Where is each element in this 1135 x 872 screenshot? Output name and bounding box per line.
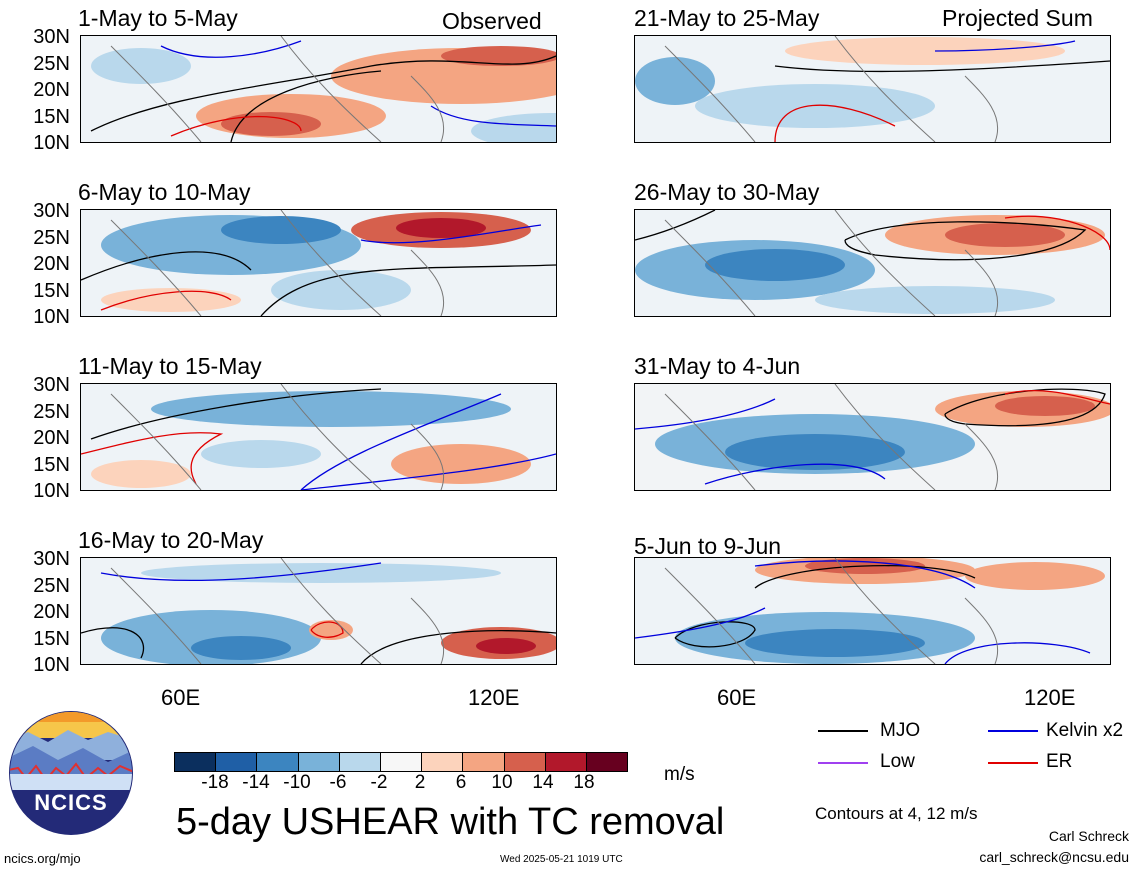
legend-label: ER bbox=[1046, 751, 1073, 772]
ncics-logo: NCICS bbox=[8, 710, 134, 836]
colorbar-tick-label: -10 bbox=[283, 772, 311, 793]
lat-tick-label: 20N bbox=[33, 79, 70, 101]
colorbar-swatches bbox=[174, 752, 628, 772]
legend-label: Kelvin x2 bbox=[1046, 720, 1124, 741]
colorbar-tick-label: 2 bbox=[414, 772, 426, 793]
panel-title: 1-May to 5-May bbox=[78, 5, 238, 31]
footer-url: ncics.org/mjo bbox=[4, 851, 81, 866]
map-panel bbox=[80, 35, 557, 143]
footer-author: Carl Schreck bbox=[1048, 828, 1129, 844]
panel-tag: Observed bbox=[442, 8, 542, 34]
lat-tick-label: 30N bbox=[33, 548, 70, 570]
colorbar-tick-label: 18 bbox=[573, 772, 595, 793]
lat-tick-label: 10N bbox=[33, 306, 70, 328]
main-title: 5-day USHEAR with TC removal bbox=[176, 801, 725, 843]
map-panel bbox=[80, 383, 557, 491]
lat-tick-label: 20N bbox=[33, 253, 70, 275]
map-panel bbox=[80, 557, 557, 665]
colorbar-tick-label: -2 bbox=[370, 772, 388, 793]
lon-tick-label: 120E bbox=[468, 685, 520, 710]
lat-tick-label: 25N bbox=[33, 53, 70, 75]
colorbar-swatch bbox=[339, 753, 381, 771]
footer-timestamp: Wed 2025-05-21 1019 UTC bbox=[500, 854, 623, 865]
lat-tick-label: 25N bbox=[33, 575, 70, 597]
lon-tick-label: 60E bbox=[717, 685, 757, 710]
map-panel bbox=[634, 209, 1111, 317]
panel-tag: Projected Sum bbox=[942, 5, 1093, 31]
map-panel bbox=[634, 557, 1111, 665]
colorbar-unit: m/s bbox=[664, 764, 695, 785]
colorbar-tick-label: -18 bbox=[201, 772, 229, 793]
lat-tick-label: 15N bbox=[33, 454, 70, 476]
map-panel bbox=[634, 383, 1111, 491]
lat-tick-label: 10N bbox=[33, 654, 70, 676]
panel-title: 21-May to 25-May bbox=[634, 5, 820, 31]
colorbar-tick-label: 14 bbox=[532, 772, 554, 793]
legend-line bbox=[988, 730, 1038, 732]
colorbar-tick-label: -6 bbox=[329, 772, 347, 793]
colorbar-swatch bbox=[422, 753, 464, 771]
lat-tick-label: 15N bbox=[33, 280, 70, 302]
lat-tick-label: 25N bbox=[33, 227, 70, 249]
contours-note: Contours at 4, 12 m/s bbox=[815, 804, 978, 823]
panel-title: 16-May to 20-May bbox=[78, 527, 264, 553]
panel-title: 6-May to 10-May bbox=[78, 179, 251, 205]
colorbar-swatch bbox=[586, 753, 628, 771]
lat-tick-label: 20N bbox=[33, 601, 70, 623]
lon-tick-label: 120E bbox=[1024, 685, 1076, 710]
legend-line bbox=[988, 762, 1038, 764]
colorbar-swatch bbox=[298, 753, 340, 771]
colorbar-tick-label: 6 bbox=[455, 772, 467, 793]
panel-title: 11-May to 15-May bbox=[78, 353, 262, 379]
colorbar-swatch bbox=[257, 753, 299, 771]
map-panel bbox=[80, 209, 557, 317]
lat-tick-label: 15N bbox=[33, 628, 70, 650]
lon-tick-label: 60E bbox=[161, 685, 201, 710]
lat-tick-label: 30N bbox=[33, 26, 70, 48]
footer-email: carl_schreck@ncsu.edu bbox=[979, 849, 1129, 865]
panel-title: 5-Jun to 9-Jun bbox=[634, 533, 782, 559]
colorbar-swatch bbox=[463, 753, 505, 771]
lat-tick-label: 30N bbox=[33, 200, 70, 222]
map-panel bbox=[634, 35, 1111, 143]
lat-tick-label: 10N bbox=[33, 132, 70, 154]
logo-text: NCICS bbox=[34, 790, 108, 815]
lat-tick-label: 10N bbox=[33, 480, 70, 502]
panel-title: 31-May to 4-Jun bbox=[634, 353, 801, 379]
colorbar-swatch bbox=[175, 753, 217, 771]
colorbar-tick-label: 10 bbox=[491, 772, 513, 793]
colorbar-tick-label: -14 bbox=[242, 772, 270, 793]
panel-title: 26-May to 30-May bbox=[634, 179, 820, 205]
lat-tick-label: 25N bbox=[33, 401, 70, 423]
legend-label: Low bbox=[880, 751, 915, 772]
colorbar-swatch bbox=[545, 753, 587, 771]
legend-line bbox=[818, 762, 868, 764]
lat-tick-label: 20N bbox=[33, 427, 70, 449]
lat-tick-label: 30N bbox=[33, 374, 70, 396]
legend-line bbox=[818, 730, 868, 732]
colorbar-swatch bbox=[380, 753, 423, 771]
legend-label: MJO bbox=[880, 720, 921, 741]
colorbar-swatch bbox=[216, 753, 258, 771]
colorbar-swatch bbox=[504, 753, 546, 771]
lat-tick-label: 15N bbox=[33, 106, 70, 128]
